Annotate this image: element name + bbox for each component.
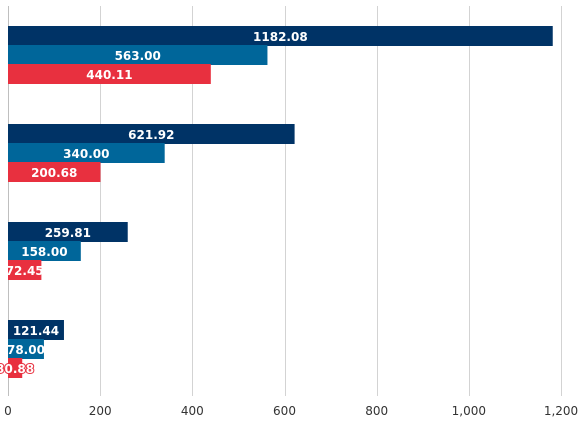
bar-value-label: 1182.08 [253,30,308,44]
bar-series2-group2 [8,143,165,163]
bars [8,26,553,378]
bar-series1-group2 [8,124,295,144]
bar-series3-group4 [8,358,23,378]
bar-series1-group1 [8,26,553,46]
bar-series1-group3 [8,222,128,242]
bar-value-label: 440.11 [86,68,132,82]
x-tick-label: 0 [4,404,12,418]
bar-series2-group3 [8,241,81,261]
bar-series2-group4 [8,339,44,359]
bar-series2-group1 [8,45,268,65]
bar-value-label: 158.00 [21,245,67,259]
x-tick-label: 400 [181,404,204,418]
bar-value-label: 621.92 [128,128,174,142]
bar-series3-group1 [8,64,211,84]
bar-value-label: 30.88 [0,362,34,376]
bar-value-label: 259.81 [45,226,91,240]
bar-value-label: 121.44 [13,324,59,338]
bar-value-label: 78.00 [7,343,45,357]
bar-series1-group4 [8,320,64,340]
x-tick-label: 1,200 [544,404,578,418]
bar-value-label: 72.45 [6,264,44,278]
x-tick-label: 600 [273,404,296,418]
bar-labels: 1182.08 563.00 440.11 621.92 340.00 200.68 259… [0,30,308,377]
bar-series3-group3 [8,260,42,280]
x-tick-label: 200 [89,404,112,418]
bar-value-label: 563.00 [115,49,161,63]
x-axis: 0 200 400 600 800 1,000 1,200 [4,404,578,418]
x-tick-label: 1,000 [452,404,486,418]
bar-value-label: 340.00 [63,147,109,161]
bar-value-label: 200.68 [31,166,77,180]
bar-series3-group2 [8,162,101,182]
x-tick-label: 800 [365,404,388,418]
